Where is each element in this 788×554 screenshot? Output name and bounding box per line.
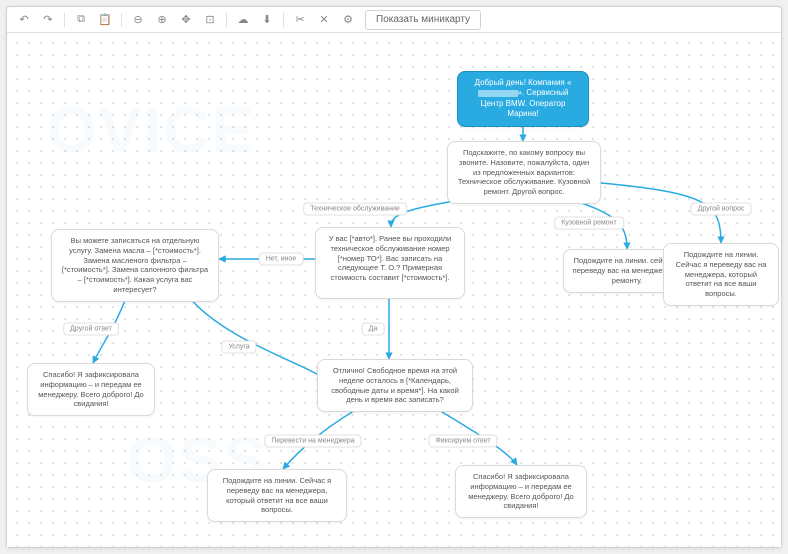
node-thanks1[interactable]: Спасибо! Я зафиксировала информацию – и … (27, 363, 155, 416)
edge-label-no[interactable]: Нет, иное (259, 253, 304, 266)
copy-icon[interactable]: ⧉ (70, 10, 92, 30)
edge-label-other[interactable]: Другой вопрос (691, 203, 752, 216)
zoom-out-icon[interactable]: ⊖ (127, 10, 149, 30)
redo-icon[interactable]: ↷ (37, 10, 59, 30)
delete-icon[interactable]: ✕ (313, 10, 335, 30)
node-thanks2[interactable]: Спасибо! Я зафиксировала информацию – и … (455, 465, 587, 518)
node-ask[interactable]: Подскажите, по какому вопросу вы звоните… (447, 141, 601, 204)
toolbar: ↶↷ ⧉📋 ⊖⊕✥⊡ ☁⬇ ✂✕⚙ Показать миникарту (7, 7, 781, 33)
node-mgr[interactable]: Подождите на линии. Сейчас я переведу ва… (207, 469, 347, 522)
node-other_q[interactable]: Подождите на линии. Сейчас я переведу ва… (663, 243, 779, 306)
show-minimap-button[interactable]: Показать миникарту (365, 10, 481, 30)
toolbar-separator (64, 13, 65, 27)
app-frame: ↶↷ ⧉📋 ⊖⊕✥⊡ ☁⬇ ✂✕⚙ Показать миникарту OVICE OS… (6, 6, 782, 548)
edge-label-to_mgr[interactable]: Перевести на менеджера (264, 435, 361, 448)
toolbar-separator (121, 13, 122, 27)
toolbar-separator (226, 13, 227, 27)
canvas[interactable]: OVICE OSS Добрый день! Компания «». Серв… (7, 33, 781, 547)
node-to[interactable]: У вас [*авто*]. Ранее вы проходили техни… (315, 227, 465, 299)
toolbar-separator (283, 13, 284, 27)
node-slot[interactable]: Отлично! Свободное время на этой неделе … (317, 359, 473, 412)
edge-label-other_a[interactable]: Другой ответ (63, 323, 119, 336)
node-services[interactable]: Вы можете записаться на отдельную услугу… (51, 229, 219, 302)
edge-label-yes[interactable]: Да (362, 323, 385, 336)
zoom-fit-icon[interactable]: ✥ (175, 10, 197, 30)
zoom-actual-icon[interactable]: ⊡ (199, 10, 221, 30)
cloud-icon[interactable]: ☁ (232, 10, 254, 30)
download-icon[interactable]: ⬇ (256, 10, 278, 30)
edge-label-body[interactable]: Кузовной ремонт (554, 217, 624, 230)
edge-label-fix[interactable]: Фиксируем ответ (428, 435, 497, 448)
watermark: OVICE (47, 93, 256, 167)
edge-label-tech[interactable]: Техническое обслуживание (303, 203, 407, 216)
settings-icon[interactable]: ⚙ (337, 10, 359, 30)
paste-icon[interactable]: 📋 (94, 10, 116, 30)
node-root[interactable]: Добрый день! Компания «». Сервисный Цент… (457, 71, 589, 127)
edge-label-service[interactable]: Услуга (221, 341, 256, 354)
cut-icon[interactable]: ✂ (289, 10, 311, 30)
zoom-in-icon[interactable]: ⊕ (151, 10, 173, 30)
undo-icon[interactable]: ↶ (13, 10, 35, 30)
